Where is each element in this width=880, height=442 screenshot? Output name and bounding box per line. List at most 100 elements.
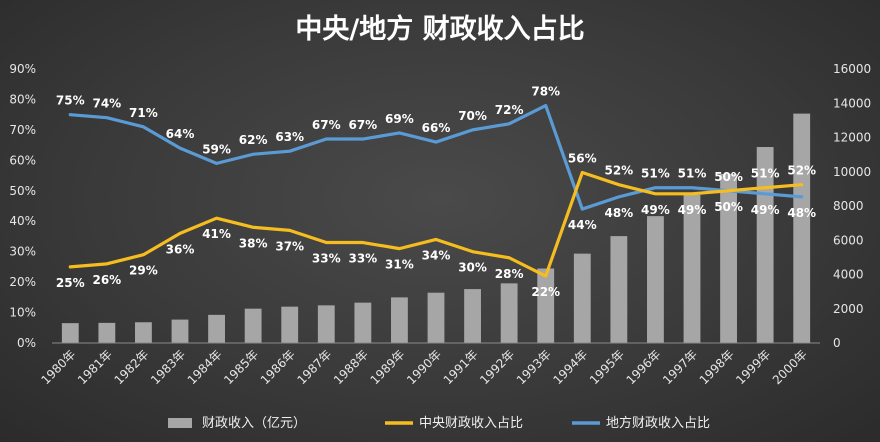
x-axis-tick-label: 1985年: [221, 347, 261, 387]
central-share-data-label: 28%: [495, 267, 524, 281]
x-axis-tick-label: 1982年: [112, 347, 152, 387]
bar: [135, 322, 152, 343]
line-series: [68, 103, 804, 278]
bar: [391, 297, 408, 343]
legend-swatch-bar: [168, 418, 192, 428]
x-axis-tick-label: 1996年: [624, 347, 664, 387]
local-share-data-label: 67%: [348, 118, 377, 132]
central-share-data-label: 56%: [568, 152, 597, 166]
legend-entry-label: 中央财政收入占比: [419, 416, 523, 431]
chart-title: 中央/地方 财政收入占比: [295, 13, 584, 45]
local-share-data-label: 44%: [568, 218, 597, 232]
left-axis-tick-label: 0%: [17, 336, 36, 350]
left-axis-tick-label: 80%: [9, 92, 36, 106]
left-axis-tick-label: 40%: [9, 214, 36, 228]
x-axis-tick-label: 1998年: [697, 347, 737, 387]
bar: [244, 308, 262, 343]
left-axis-tick-label: 60%: [9, 153, 36, 167]
x-axis-tick-label: 1983年: [148, 347, 188, 387]
bar: [281, 306, 299, 343]
left-axis-tick-label: 70%: [9, 123, 36, 137]
bar: [354, 302, 372, 343]
local-share-data-label: 71%: [129, 106, 158, 120]
bar: [756, 147, 774, 343]
bar: [793, 113, 811, 343]
local-share-data-label: 66%: [422, 121, 451, 135]
right-axis-tick-label: 16000: [833, 62, 871, 76]
central-share-data-label: 29%: [129, 264, 158, 278]
right-axis-tick-label: 12000: [833, 131, 871, 145]
local-share-data-label: 59%: [202, 142, 231, 156]
bar: [464, 289, 481, 343]
central-share-data-label: 36%: [166, 242, 195, 256]
local-share-data-label: 69%: [385, 112, 414, 126]
bar: [317, 305, 335, 343]
central-share-data-label: 52%: [604, 164, 633, 178]
left-axis: 0% 10% 20% 30% 40% 50% 60% 70% 80% 90%: [9, 62, 36, 350]
central-share-line: [68, 170, 804, 278]
central-share-data-label: 33%: [348, 252, 377, 266]
left-axis-tick-label: 50%: [9, 184, 36, 198]
bar: [61, 323, 79, 343]
bar-series: [61, 113, 811, 343]
central-share-data-label: 25%: [56, 276, 85, 290]
right-axis-tick-label: 8000: [833, 199, 864, 213]
local-share-data-label: 67%: [312, 118, 341, 132]
local-share-data-label: 51%: [678, 167, 707, 181]
local-share-data-label: 74%: [92, 97, 121, 111]
local-share-data-label: 49%: [751, 203, 780, 217]
central-share-data-label: 52%: [787, 164, 816, 178]
legend-entry-label: 财政收入（亿元）: [202, 416, 306, 431]
bar: [647, 216, 664, 343]
local-share-data-label: 51%: [641, 167, 670, 181]
x-axis-tick-label: 1980年: [38, 347, 78, 387]
central-share-data-label: 37%: [275, 239, 304, 253]
central-share-data-label: 49%: [678, 203, 707, 217]
x-axis-tick-label: 1981年: [75, 347, 115, 387]
x-axis-tick-label: 1997年: [660, 347, 700, 387]
local-share-line: [68, 103, 804, 211]
local-share-data-label: 75%: [56, 94, 85, 108]
x-axis-tick-label: 1995年: [587, 347, 627, 387]
local-share-data-label: 72%: [495, 103, 524, 117]
x-axis-tick-label: 1994年: [550, 347, 590, 387]
right-axis-tick-label: 4000: [833, 268, 864, 282]
central-share-data-label: 50%: [714, 170, 743, 184]
x-axis-tick-label: 1986年: [258, 347, 298, 387]
central-share-data-label: 31%: [385, 258, 414, 272]
x-axis-tick-label: 1992年: [477, 347, 517, 387]
central-share-data-label: 26%: [92, 273, 121, 287]
bar: [537, 268, 555, 343]
legend: 财政收入（亿元） 中央财政收入占比 地方财政收入占比: [168, 415, 710, 431]
bar: [98, 322, 116, 343]
right-axis-tick-label: 0: [833, 336, 841, 350]
central-share-data-label: 38%: [239, 236, 268, 250]
bar: [683, 194, 701, 343]
local-share-data-label: 70%: [458, 109, 487, 123]
right-axis: 0 2000 4000 6000 8000 10000 12000 14000 16000: [833, 62, 871, 350]
x-axis-tick-label: 1987年: [294, 347, 334, 387]
bar: [208, 314, 225, 343]
central-share-data-label: 22%: [531, 285, 560, 299]
central-share-data-label: 51%: [751, 167, 780, 181]
bar: [720, 173, 737, 343]
central-share-data-label: 33%: [312, 252, 341, 266]
bar: [573, 253, 591, 343]
bar: [171, 319, 189, 343]
right-axis-tick-label: 6000: [833, 233, 864, 247]
central-share-data-label: 41%: [202, 227, 231, 241]
central-share-data-label: 30%: [458, 261, 487, 275]
local-share-data-label: 64%: [166, 127, 195, 141]
bar: [500, 283, 518, 343]
left-axis-tick-label: 10%: [9, 306, 36, 320]
x-axis-tick-label: 1991年: [441, 347, 481, 387]
local-share-data-label: 50%: [714, 200, 743, 214]
local-share-data-label: 62%: [239, 133, 268, 147]
left-axis-tick-label: 90%: [9, 62, 36, 76]
x-axis-tick-label: 1993年: [514, 347, 554, 387]
x-axis-tick-label: 1999年: [733, 347, 773, 387]
right-axis-tick-label: 14000: [833, 96, 871, 110]
x-axis-tick-label: 1990年: [404, 347, 444, 387]
left-axis-tick-label: 30%: [9, 245, 36, 259]
